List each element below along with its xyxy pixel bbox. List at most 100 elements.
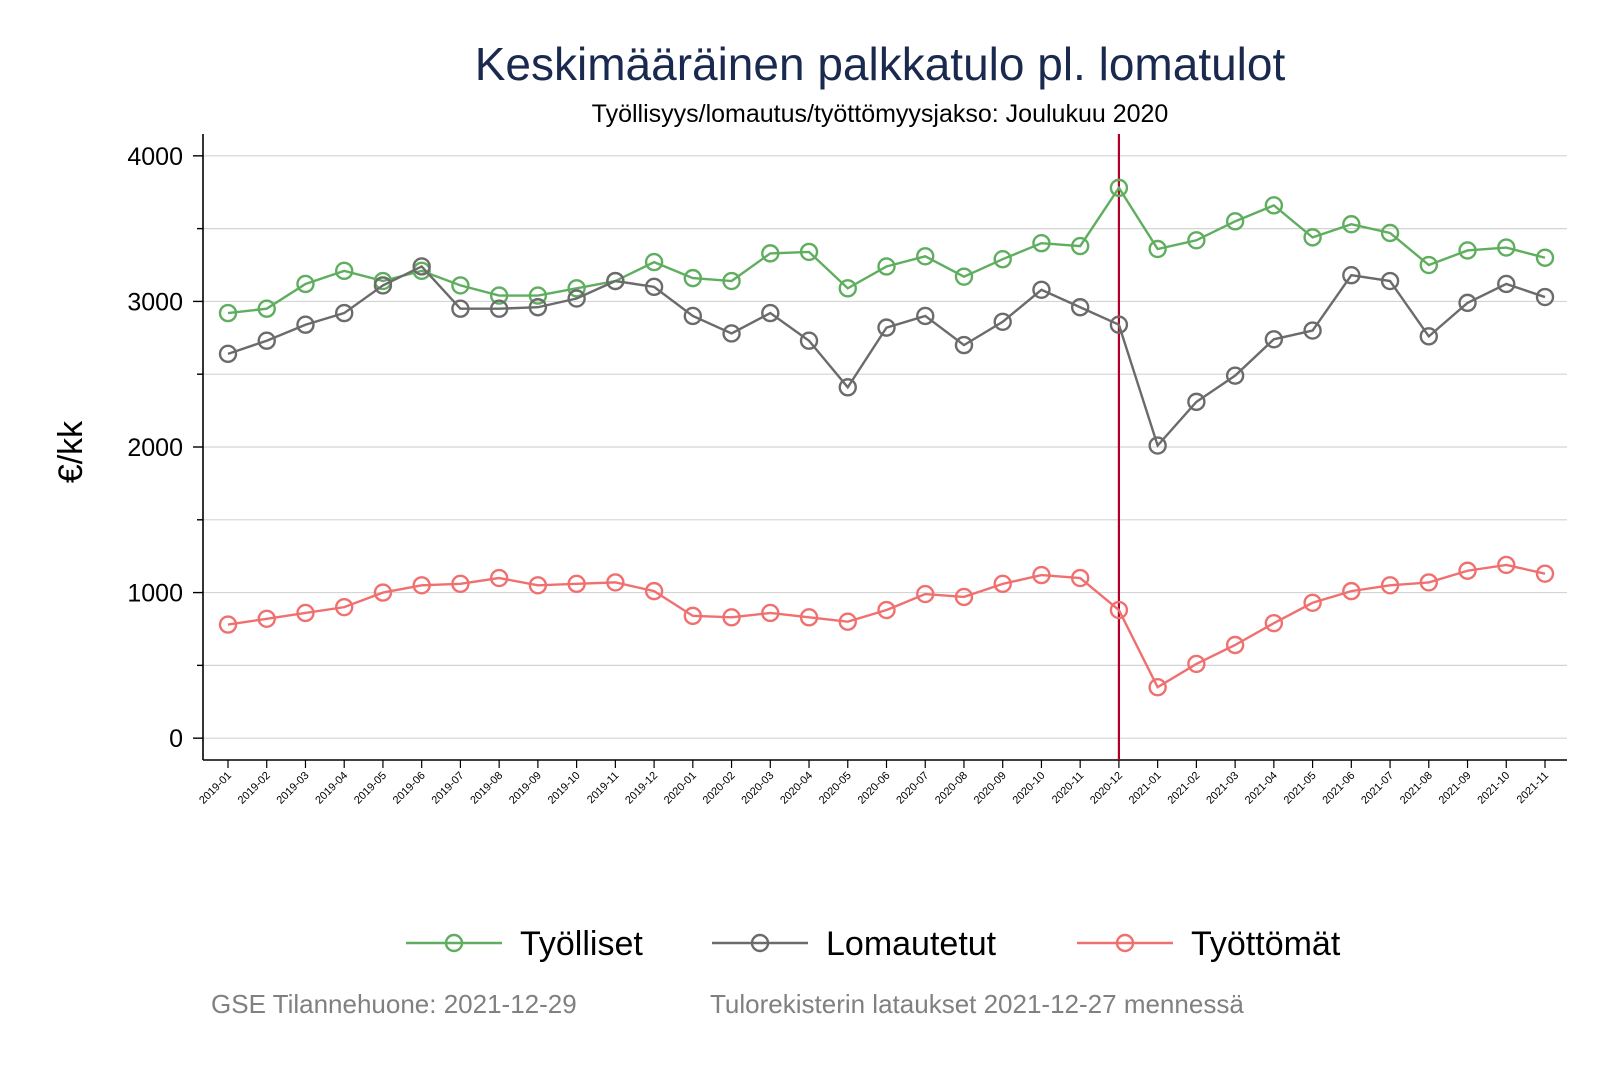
x-tick-label: 2020-04 xyxy=(778,770,815,807)
data-point xyxy=(1303,593,1322,612)
data-point xyxy=(1497,238,1516,257)
y-tick-label: 3000 xyxy=(127,288,183,316)
data-point xyxy=(1225,366,1245,385)
data-point xyxy=(1419,573,1438,592)
data-point xyxy=(1070,298,1090,317)
data-point xyxy=(373,583,393,602)
data-point xyxy=(1225,635,1245,655)
data-point xyxy=(412,576,431,595)
x-tick-label: 2021-06 xyxy=(1320,770,1357,807)
x-tick-labels: 2019-01 2019-02 2019-03 2019-04 2019-05 2019-… xyxy=(197,760,1551,807)
data-point xyxy=(528,576,548,595)
x-tick-label: 2021-10 xyxy=(1475,770,1512,807)
data-point xyxy=(567,574,586,594)
y-tick-label: 1000 xyxy=(127,580,183,608)
data-point xyxy=(1264,196,1284,215)
data-point xyxy=(489,299,509,318)
x-tick-label: 2019-04 xyxy=(313,770,350,807)
data-point xyxy=(1303,321,1322,340)
data-point xyxy=(877,600,896,620)
data-point xyxy=(218,344,238,364)
legend-label: Työttömät xyxy=(1191,925,1341,963)
series-1 xyxy=(218,257,1555,455)
data-point xyxy=(606,573,625,592)
x-tick-label: 2019-02 xyxy=(236,770,273,807)
data-point xyxy=(1419,327,1438,346)
data-point xyxy=(1109,600,1129,620)
data-point xyxy=(1535,564,1555,583)
data-point xyxy=(1458,241,1477,260)
x-tick-label: 2020-02 xyxy=(701,770,738,807)
data-point xyxy=(916,247,935,266)
x-tick-label: 2019-07 xyxy=(429,770,466,807)
x-tick-label: 2021-11 xyxy=(1515,770,1551,806)
legend-item: Työttömät xyxy=(1077,925,1341,963)
data-point xyxy=(993,312,1012,331)
data-point xyxy=(1187,392,1206,412)
data-point xyxy=(296,315,315,334)
data-point xyxy=(993,574,1012,594)
y-tick-labels: 0 1000 2000 3000 4000 xyxy=(127,143,203,753)
legend-marker xyxy=(444,933,464,953)
series-line xyxy=(227,563,1546,689)
data-point xyxy=(335,303,354,323)
x-tick-label: 2021-07 xyxy=(1359,770,1396,807)
legend-label: Työlliset xyxy=(520,925,643,963)
legend-item: Työlliset xyxy=(406,925,643,963)
series-line xyxy=(227,265,1546,448)
x-tick-label: 2019-03 xyxy=(275,770,312,807)
x-tick-label: 2020-11 xyxy=(1050,770,1086,806)
data-point xyxy=(683,606,703,626)
data-point xyxy=(489,568,509,588)
x-tick-label: 2019-09 xyxy=(507,770,544,807)
data-point xyxy=(567,289,586,308)
data-point xyxy=(799,331,819,350)
x-tick-label: 2020-01 xyxy=(662,770,699,807)
data-point xyxy=(218,615,238,634)
data-point xyxy=(1342,215,1361,234)
data-point xyxy=(838,378,857,397)
data-point xyxy=(761,303,780,323)
series-2 xyxy=(218,555,1555,697)
grid-lines xyxy=(203,155,1567,739)
data-point xyxy=(1380,271,1400,291)
data-point xyxy=(1458,293,1477,313)
data-point xyxy=(722,608,741,627)
data-point xyxy=(1342,266,1361,285)
data-point xyxy=(954,587,974,607)
data-point xyxy=(761,244,780,263)
data-point xyxy=(1303,228,1322,247)
data-point xyxy=(218,303,238,323)
data-point xyxy=(838,279,857,298)
x-tick-label: 2019-12 xyxy=(623,770,660,807)
data-point xyxy=(1187,231,1206,250)
data-point xyxy=(528,298,548,317)
data-point xyxy=(1535,248,1555,267)
legend: Työlliset Lomautetut Työttömät xyxy=(406,925,1341,963)
x-tick-label: 2019-10 xyxy=(546,770,583,807)
data-point xyxy=(993,250,1012,269)
data-point xyxy=(1187,654,1206,674)
series-group xyxy=(218,178,1555,697)
data-point xyxy=(296,603,315,623)
data-point xyxy=(1032,280,1051,299)
footer-left: GSE Tilannehuone: 2021-12-29 xyxy=(211,989,577,1019)
y-tick-label: 4000 xyxy=(127,143,183,171)
data-point xyxy=(1419,255,1438,275)
x-tick-label: 2020-12 xyxy=(1088,770,1125,807)
x-tick-label: 2021-05 xyxy=(1282,770,1319,807)
series-line xyxy=(227,185,1546,315)
data-point xyxy=(451,299,470,318)
data-point xyxy=(954,267,974,286)
x-tick-label: 2019-06 xyxy=(391,770,428,807)
data-point xyxy=(1148,239,1167,259)
data-point xyxy=(683,268,703,288)
y-tick-label: 2000 xyxy=(127,434,183,462)
data-point xyxy=(606,271,625,291)
data-point xyxy=(1535,287,1555,307)
legend-item: Lomautetut xyxy=(712,925,997,963)
y-axis-label: €/kk xyxy=(52,420,90,483)
x-tick-label: 2019-11 xyxy=(585,770,621,806)
data-point xyxy=(761,603,780,623)
